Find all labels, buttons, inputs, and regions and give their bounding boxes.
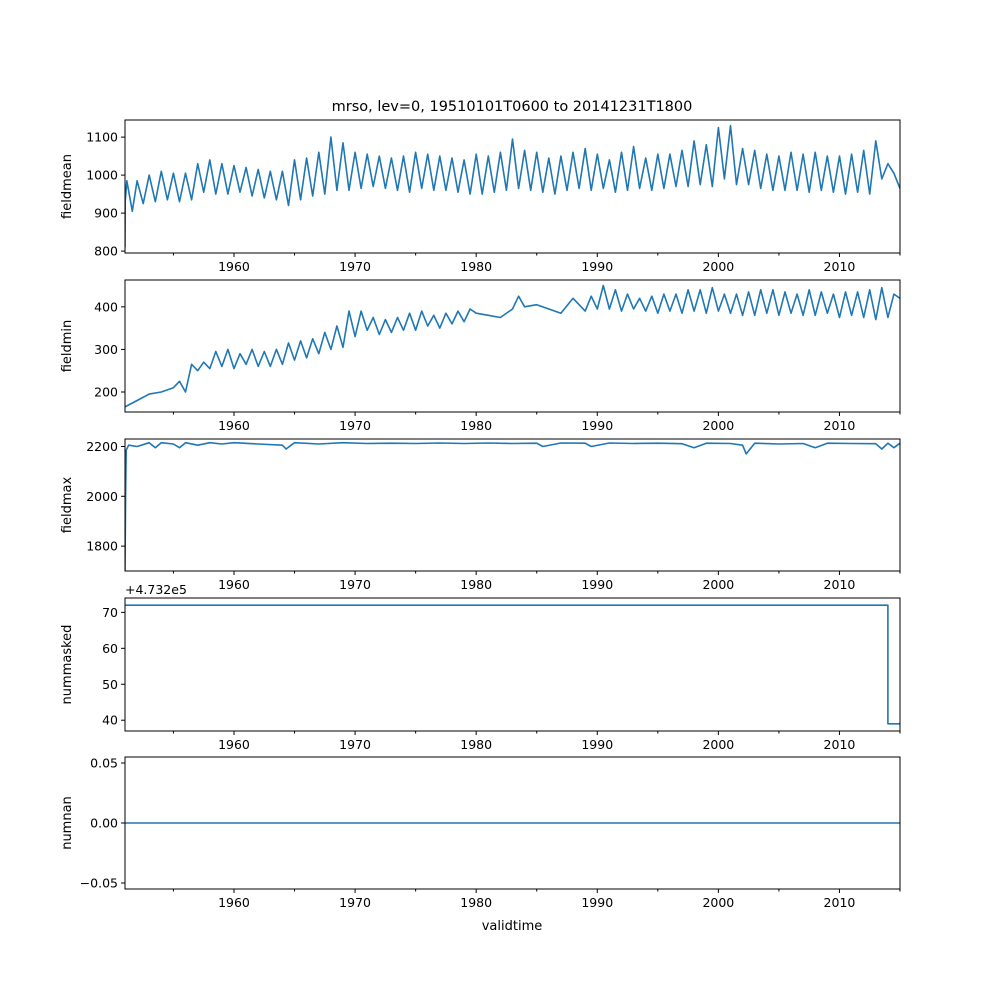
x-tick-label: 1990 — [581, 418, 613, 433]
x-tick-label: 1960 — [218, 577, 250, 592]
x-tick-label: 2010 — [824, 418, 856, 433]
x-tick-label: 1980 — [460, 259, 492, 274]
series-line-fieldmin — [125, 284, 900, 408]
x-tick-label: 1990 — [581, 737, 613, 752]
y-tick-label: 900 — [94, 206, 118, 221]
x-tick-label: 1970 — [339, 418, 371, 433]
x-tick-label: 1970 — [339, 895, 371, 910]
subplot-panels: 1960 1970 1980 1990 2000 2010 800 900 1000 1100 fi… — [60, 119, 901, 910]
subplot-numnan: 1960 1970 1980 1990 2000 2010 −0.05 0.00 0.05 num… — [60, 756, 901, 910]
x-tick-label: 1960 — [218, 895, 250, 910]
y-axis-label-nummasked: nummasked — [60, 625, 75, 705]
y-tick-label: 50 — [102, 677, 118, 692]
x-tick-label: 1960 — [218, 737, 250, 752]
y-tick-label: 0.00 — [90, 816, 118, 831]
x-tick-label: 1990 — [581, 895, 613, 910]
x-tick-label: 2000 — [702, 737, 734, 752]
x-tick-label: 1990 — [581, 577, 613, 592]
y-tick-label: 800 — [94, 244, 118, 259]
axes-frame — [124, 438, 901, 572]
subplot-fieldmax: 1960 1970 1980 1990 2000 2010 1800 2000 2200 fiel… — [60, 438, 901, 592]
series-line-nummasked — [125, 604, 900, 725]
y-tick-label: 200 — [94, 384, 118, 399]
series-line-fieldmax — [125, 441, 900, 571]
y-axis-label-fieldmean: fieldmean — [60, 154, 75, 219]
x-tick-label: 1970 — [339, 259, 371, 274]
subplot-fieldmin: 1960 1970 1980 1990 2000 2010 200 300 400 fieldmi… — [60, 279, 901, 433]
x-tick-label: 1970 — [339, 577, 371, 592]
x-tick-label: 1960 — [218, 418, 250, 433]
y-tick-label: 1100 — [86, 130, 118, 145]
x-tick-label: 2010 — [824, 737, 856, 752]
series-line-fieldmean — [125, 124, 900, 248]
y-tick-label: 2200 — [86, 439, 118, 454]
y-tick-label: 70 — [102, 605, 118, 620]
y-axis-offset-label: +4.732e5 — [125, 582, 187, 597]
y-tick-label: 1800 — [86, 539, 118, 554]
x-tick-label: 1980 — [460, 895, 492, 910]
subplot-nummasked: 1960 1970 1980 1990 2000 2010 40 50 60 70 nummaske… — [60, 582, 901, 752]
x-tick-label: 2010 — [824, 895, 856, 910]
x-tick-label: 2010 — [824, 259, 856, 274]
axes-frame — [124, 279, 901, 413]
x-tick-label: 1960 — [218, 259, 250, 274]
x-axis-label: validtime — [482, 919, 543, 934]
x-tick-label: 1990 — [581, 259, 613, 274]
y-tick-label: −0.05 — [80, 876, 118, 891]
y-tick-label: 2000 — [86, 489, 118, 504]
x-tick-label: 2000 — [702, 895, 734, 910]
x-tick-label: 1980 — [460, 737, 492, 752]
x-tick-label: 2000 — [702, 577, 734, 592]
axes-frame — [124, 119, 901, 254]
x-tick-label: 1970 — [339, 737, 371, 752]
y-axis-label-numnan: numnan — [60, 796, 75, 850]
y-tick-label: 1000 — [86, 168, 118, 183]
figure-title: mrso, lev=0, 19510101T0600 to 20141231T1… — [332, 99, 693, 115]
x-tick-label: 2010 — [824, 577, 856, 592]
y-tick-label: 300 — [94, 342, 118, 357]
x-tick-label: 1980 — [460, 418, 492, 433]
y-tick-label: 40 — [102, 713, 118, 728]
y-tick-label: 400 — [94, 299, 118, 314]
subplot-fieldmean: 1960 1970 1980 1990 2000 2010 800 900 1000 1100 fi… — [60, 119, 901, 274]
y-axis-label-fieldmax: fieldmax — [60, 477, 75, 534]
x-tick-label: 2000 — [702, 259, 734, 274]
x-tick-label: 1980 — [460, 577, 492, 592]
y-tick-label: 0.05 — [90, 756, 118, 771]
y-tick-label: 60 — [102, 641, 118, 656]
axes-frame — [124, 597, 901, 732]
x-tick-label: 2000 — [702, 418, 734, 433]
y-axis-label-fieldmin: fieldmin — [60, 320, 75, 373]
